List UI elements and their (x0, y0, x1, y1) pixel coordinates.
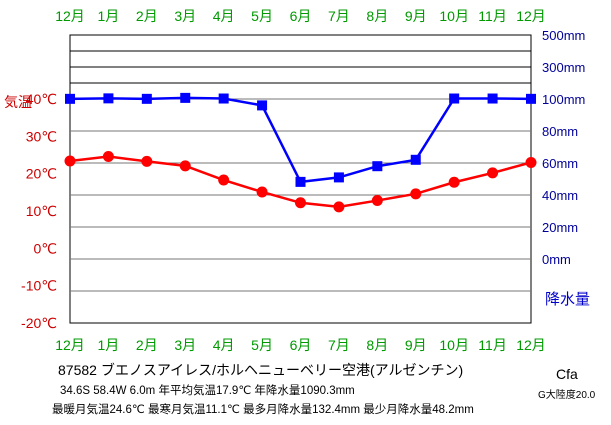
temperature-point (295, 197, 306, 209)
precipitation-point (487, 93, 498, 104)
station-info-line1: 34.6S 58.4W 6.0m 年平均気温17.9℃ 年降水量1090.3mm (60, 383, 355, 397)
top-month-label: 1月 (98, 8, 120, 24)
temperature-tick-label: 0℃ (33, 240, 57, 256)
bottom-month-label: 9月 (405, 337, 427, 353)
temperature-tick-label: 40℃ (26, 91, 57, 107)
temperature-point (333, 201, 345, 213)
precipitation-point (410, 154, 421, 165)
precipitation-point (65, 93, 75, 104)
precipitation-tick-label: 300mm (542, 60, 585, 75)
precipitation-axis-label: 降水量 (545, 291, 590, 308)
precipitation-tick-label: 20mm (542, 220, 578, 235)
top-month-label: 8月 (366, 8, 388, 24)
temperature-axis-label: 気温 (4, 94, 32, 110)
top-month-label: 5月 (251, 8, 273, 24)
bottom-month-labels: 12月 1月 2月 3月 4月 5月 6月 7月 8月 9月 10月 11月 12月 (55, 337, 546, 353)
bottom-month-label: 10月 (439, 337, 469, 353)
bottom-month-label: 3月 (174, 337, 196, 353)
precipitation-line (69, 96, 532, 184)
plot-frame (69, 34, 532, 324)
top-month-label: 4月 (213, 8, 235, 24)
bottom-month-label: 12月 (55, 337, 85, 353)
top-month-label: 12月 (55, 8, 85, 24)
temperature-point (218, 174, 230, 186)
station-title: 87582 ブエノスアイレス/ホルヘニューベリー空港(アルゼンチン) (58, 362, 463, 378)
top-month-label: 6月 (290, 8, 312, 24)
precipitation-point (333, 172, 344, 183)
top-month-label: 9月 (405, 8, 427, 24)
precipitation-axis: 500mm 300mm 100mm 80mm 60mm 40mm 20mm 0mm 降水量 (542, 28, 590, 308)
temperature-point (64, 155, 76, 167)
precipitation-tick-label: 0mm (542, 252, 571, 267)
bottom-month-label: 11月 (478, 337, 507, 353)
top-month-label: 12月 (516, 8, 546, 24)
climate-code: Cfa (556, 366, 578, 382)
continentality: G大陸度20.0 (538, 388, 596, 401)
top-month-label: 2月 (136, 8, 158, 24)
bottom-month-label: 8月 (366, 337, 388, 353)
bottom-month-label: 1月 (98, 337, 120, 353)
temperature-point (487, 167, 499, 179)
precipitation-point (257, 100, 268, 111)
temperature-point (371, 195, 383, 207)
precipitation-tick-label: 60mm (542, 156, 578, 171)
temperature-tick-label: 10℃ (26, 203, 57, 219)
precipitation-point (372, 161, 383, 172)
bottom-month-label: 5月 (251, 337, 273, 353)
temperature-tick-label: -20℃ (21, 315, 57, 331)
precipitation-point (295, 176, 306, 187)
precipitation-point (449, 93, 460, 104)
bottom-month-label: 2月 (136, 337, 158, 353)
bottom-month-label: 6月 (290, 337, 312, 353)
temperature-point (179, 160, 191, 172)
temperature-point (141, 155, 153, 167)
precipitation-tick-label: 500mm (542, 28, 585, 43)
bottom-month-label: 7月 (328, 337, 350, 353)
temperature-point (102, 150, 114, 162)
top-month-label: 7月 (328, 8, 350, 24)
precipitation-point (141, 93, 152, 104)
temperature-series (64, 150, 537, 213)
precipitation-tick-label: 80mm (542, 124, 578, 139)
temperature-tick-label: 30℃ (26, 128, 57, 144)
temperature-point (448, 176, 460, 188)
precipitation-point (103, 93, 114, 104)
precipitation-point (526, 93, 536, 104)
temperature-point (525, 156, 537, 168)
temperature-tick-label: 20℃ (26, 166, 57, 182)
precipitation-point (180, 92, 191, 103)
precipitation-tick-label: 100mm (542, 92, 585, 107)
precipitation-tick-label: 40mm (542, 188, 578, 203)
precipitation-point (218, 93, 229, 104)
top-month-label: 3月 (174, 8, 196, 24)
temperature-point (256, 186, 268, 198)
temperature-point (410, 188, 422, 200)
top-month-labels: 12月 1月 2月 3月 4月 5月 6月 7月 8月 9月 10月 11月 12月 (55, 8, 546, 24)
temperature-tick-label: -10℃ (21, 278, 57, 294)
bottom-month-label: 4月 (213, 337, 235, 353)
bottom-month-label: 12月 (516, 337, 546, 353)
top-month-label: 10月 (439, 8, 469, 24)
precipitation-series (65, 92, 536, 187)
station-info-line2: 最暖月気温24.6℃ 最寒月気温11.1℃ 最多月降水量132.4mm 最少月降… (52, 402, 474, 416)
top-month-label: 11月 (478, 8, 507, 24)
